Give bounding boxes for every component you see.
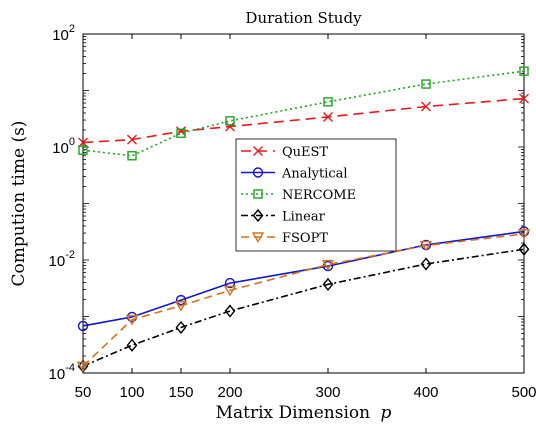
data-point-circle-marker bbox=[77, 320, 89, 332]
series-line-fsopt bbox=[82, 233, 525, 367]
legend: QuEST Analytical NERCOME Linear FSOPT bbox=[235, 138, 397, 252]
legend-label: NERCOME bbox=[282, 188, 356, 203]
data-point-diamond-marker bbox=[518, 242, 530, 256]
data-point-x-marker bbox=[323, 111, 333, 122]
x-axis-label-variable: p bbox=[381, 403, 392, 423]
data-point-circle-marker bbox=[224, 277, 236, 289]
legend-entry-analytical: Analytical bbox=[241, 167, 348, 182]
data-point-triangle-marker bbox=[321, 259, 335, 271]
data-point-square-marker bbox=[323, 97, 333, 107]
legend-entry-nercome: NERCOME bbox=[241, 188, 356, 203]
y-tick-exponent: 2 bbox=[69, 23, 75, 35]
legend-label: Linear bbox=[282, 210, 326, 225]
x-tick-label: 300 bbox=[315, 384, 340, 401]
series-line-quest bbox=[82, 97, 525, 144]
series-fsopt bbox=[76, 229, 531, 373]
data-point-diamond-marker bbox=[224, 304, 236, 318]
x-tick-label: 150 bbox=[168, 384, 193, 401]
data-point-square-marker bbox=[127, 151, 137, 161]
data-point-triangle-marker bbox=[125, 314, 139, 326]
data-point-diamond-marker bbox=[175, 320, 187, 335]
y-axis-label: Compution time (s) bbox=[9, 121, 29, 287]
y-tick-base: 10 bbox=[49, 366, 66, 383]
data-point-x-marker bbox=[127, 134, 137, 145]
y-tick-base: 10 bbox=[52, 140, 69, 157]
x-tick-label: 100 bbox=[119, 384, 144, 401]
y-tick-exponent: 0 bbox=[69, 136, 75, 148]
data-point-triangle-marker bbox=[174, 301, 188, 312]
legend-label: Analytical bbox=[281, 167, 348, 182]
data-point-square-marker bbox=[253, 189, 263, 199]
data-point-diamond-marker bbox=[252, 208, 264, 223]
data-point-square-marker bbox=[421, 79, 431, 89]
legend-entry-linear: Linear bbox=[241, 208, 326, 225]
plot-area bbox=[76, 33, 531, 374]
data-point-square-marker bbox=[78, 145, 88, 155]
y-tick-label: 10-4 bbox=[49, 362, 75, 383]
x-tick-label: 500 bbox=[511, 384, 536, 401]
data-point-triangle-marker bbox=[419, 240, 433, 252]
data-point-diamond-marker bbox=[420, 257, 432, 271]
series-line-linear bbox=[82, 248, 525, 367]
x-tick-label: 400 bbox=[413, 384, 438, 401]
y-tick-label: 102 bbox=[52, 23, 75, 44]
legend-label: FSOPT bbox=[282, 231, 328, 246]
data-point-circle-marker bbox=[252, 167, 264, 178]
legend-label: QuEST bbox=[282, 145, 328, 160]
series-linear bbox=[77, 242, 530, 373]
series-nercome bbox=[78, 66, 529, 161]
data-point-triangle-marker bbox=[76, 361, 90, 373]
data-point-x-marker bbox=[225, 121, 235, 132]
legend-entry-fsopt: FSOPT bbox=[241, 231, 328, 246]
y-tick-exponent: -2 bbox=[65, 249, 75, 261]
data-point-square-marker bbox=[176, 128, 186, 138]
x-axis-label-text: Matrix Dimension bbox=[216, 403, 371, 423]
data-point-diamond-marker bbox=[322, 277, 334, 292]
data-point-x-marker bbox=[253, 146, 263, 156]
y-tick-exponent: -4 bbox=[65, 362, 75, 374]
y-tick-label: 10-2 bbox=[49, 249, 75, 270]
y-tick-base: 10 bbox=[49, 253, 66, 270]
x-tick-label: 200 bbox=[217, 384, 242, 401]
data-point-square-marker bbox=[519, 66, 529, 76]
data-point-diamond-marker bbox=[126, 338, 138, 352]
y-tick-label: 100 bbox=[52, 136, 75, 157]
data-point-triangle-marker bbox=[517, 229, 531, 240]
data-point-x-marker bbox=[519, 93, 529, 104]
data-point-triangle-marker bbox=[223, 285, 237, 297]
data-point-circle-marker bbox=[175, 294, 187, 306]
y-tick-base: 10 bbox=[52, 27, 69, 44]
data-point-x-marker bbox=[421, 101, 431, 112]
data-point-square-marker bbox=[225, 116, 235, 126]
x-tick-label: 50 bbox=[75, 384, 92, 401]
chart-title: Duration Study bbox=[245, 9, 362, 27]
x-axis-label: Matrix Dimension p bbox=[216, 403, 392, 423]
legend-entry-quest: QuEST bbox=[241, 145, 328, 160]
data-point-triangle-marker bbox=[251, 232, 265, 243]
